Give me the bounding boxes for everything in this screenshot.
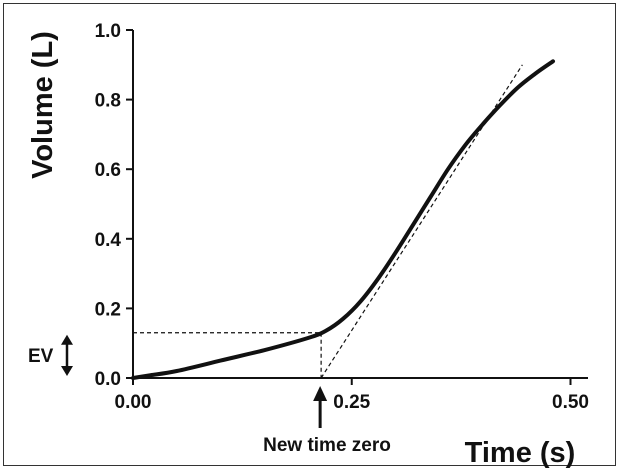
- new-time-zero-label: New time zero: [263, 435, 391, 456]
- x-axis-label: Time (s): [465, 437, 576, 469]
- x-tick-label-2: 0.50: [552, 392, 589, 413]
- y-tick-label-0: 0.0: [95, 369, 121, 390]
- ev-arrow-head-up: [61, 334, 73, 345]
- new-time-zero-arrow-head: [313, 386, 328, 401]
- x-tick-label-0: 0.00: [115, 392, 152, 413]
- ev-arrow-head-down: [61, 366, 73, 376]
- y-tick-label-2: 0.4: [95, 230, 122, 251]
- x-tick-label-1: 0.25: [333, 392, 370, 413]
- y-axis-label: Volume (L): [27, 31, 59, 179]
- y-tick-label-1: 0.2: [95, 299, 121, 320]
- series-line-0: [131, 59, 555, 380]
- y-tick-label-5: 1.0: [95, 21, 121, 42]
- chart-marks: 0.0 0.2 0.4 0.6 0.8 1.0 0.00 0.25 0.50: [61, 21, 589, 428]
- ev-label: EV: [28, 346, 54, 367]
- y-tick-label-3: 0.6: [95, 160, 121, 181]
- chart-frame: [3, 3, 616, 466]
- y-tick-label-4: 0.8: [95, 91, 121, 112]
